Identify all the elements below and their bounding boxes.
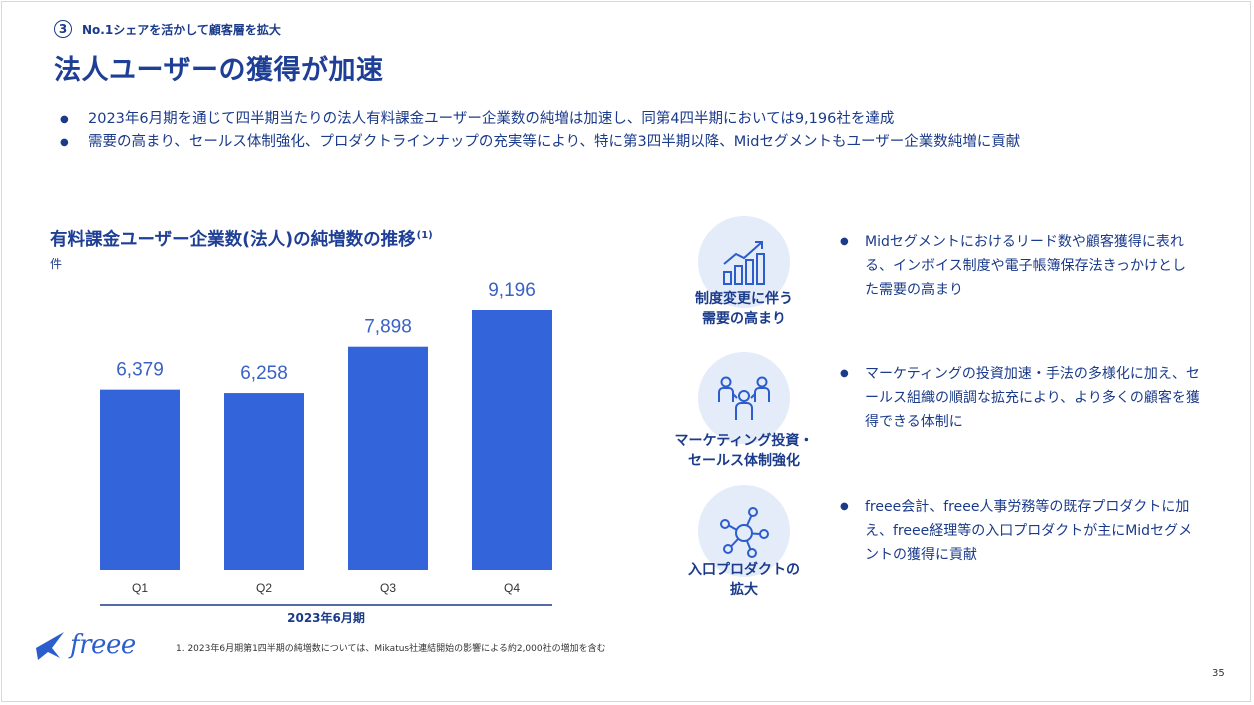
driver-label-line: 拡大 [730,582,758,598]
x-tick-label: Q3 [380,581,396,595]
chart-title-text: 有料課金ユーザー企業数(法人)の純増数の推移 [50,230,416,250]
driver-label-line: セールス体制強化 [688,453,800,469]
bar-q3 [348,346,428,570]
x-tick-label: Q2 [256,581,272,595]
driver-description: マーケティングの投資加速・手法の多様化に加え、セールス組織の順調な拡充により、よ… [840,362,1200,434]
chart-unit: 件 [50,257,63,271]
driver-label-line: 入口プロダクトの [688,562,800,578]
data-label: 9,196 [488,280,536,301]
section-label: No.1シェアを活かして顧客層を拡大 [82,22,281,37]
x-tick-label: Q1 [132,581,148,595]
section-header: 3 No.1シェアを活かして顧客層を拡大 [54,20,281,38]
bar-q2 [224,393,304,570]
x-axis-label: 2023年6月期 [287,610,365,625]
chart-title: 有料課金ユーザー企業数(法人)の純増数の推移(1) [50,226,433,251]
summary-bullet: 2023年6月期を通じて四半期当たりの法人有料課金ユーザー企業数の純増は加速し、… [60,108,1020,131]
summary-bullet: 需要の高まり、セールス体制強化、プロダクトラインナップの充実等により、特に第3四… [60,131,1020,154]
summary-bullets: 2023年6月期を通じて四半期当たりの法人有料課金ユーザー企業数の純増は加速し、… [60,108,1020,154]
data-label: 6,379 [116,360,164,381]
freee-logo: freee [34,628,136,662]
x-tick-label: Q4 [504,581,520,595]
growth-chart-icon [698,216,790,308]
section-number: 3 [54,20,72,38]
driver-description-item: マーケティングの投資加速・手法の多様化に加え、セールス組織の順調な拡充により、よ… [840,362,1200,434]
page-title: 法人ユーザーの獲得が加速 [54,55,384,86]
footnote: 1. 2023年6月期第1四半期の純増数については、Mikatus社連結開始の影… [176,644,606,654]
bar-q4 [472,310,552,570]
driver-description-item: freee会計、freee人事労務等の既存プロダクトに加え、freee経理等の入… [840,495,1200,567]
chart-title-footnote-mark: (1) [416,230,433,242]
driver-label-line: 制度変更に伴う [695,291,793,307]
driver-description: Midセグメントにおけるリード数や顧客獲得に表れる、インボイス制度や電子帳簿保存… [840,230,1200,302]
logo-text: freee [70,630,136,660]
bird-icon [36,632,64,660]
bar-q1 [100,389,180,570]
driver-label: 入口プロダクトの 拡大 [644,560,844,600]
driver-label-line: マーケティング投資・ [674,433,814,449]
network-icon [698,485,790,577]
people-icon [698,352,790,444]
page-number: 35 [1212,668,1225,679]
bar-chart: 6,379 Q1 6,258 Q2 7,898 Q3 9,196 Q4 2023年6月期 [100,280,552,625]
driver-description: freee会計、freee人事労務等の既存プロダクトに加え、freee経理等の入… [840,495,1200,567]
driver-description-item: Midセグメントにおけるリード数や顧客獲得に表れる、インボイス制度や電子帳簿保存… [840,230,1200,302]
driver-label: マーケティング投資・ セールス体制強化 [644,431,844,471]
driver-label-line: 需要の高まり [702,311,786,327]
data-label: 7,898 [364,317,412,338]
driver-label: 制度変更に伴う 需要の高まり [644,289,844,329]
data-label: 6,258 [240,363,288,384]
